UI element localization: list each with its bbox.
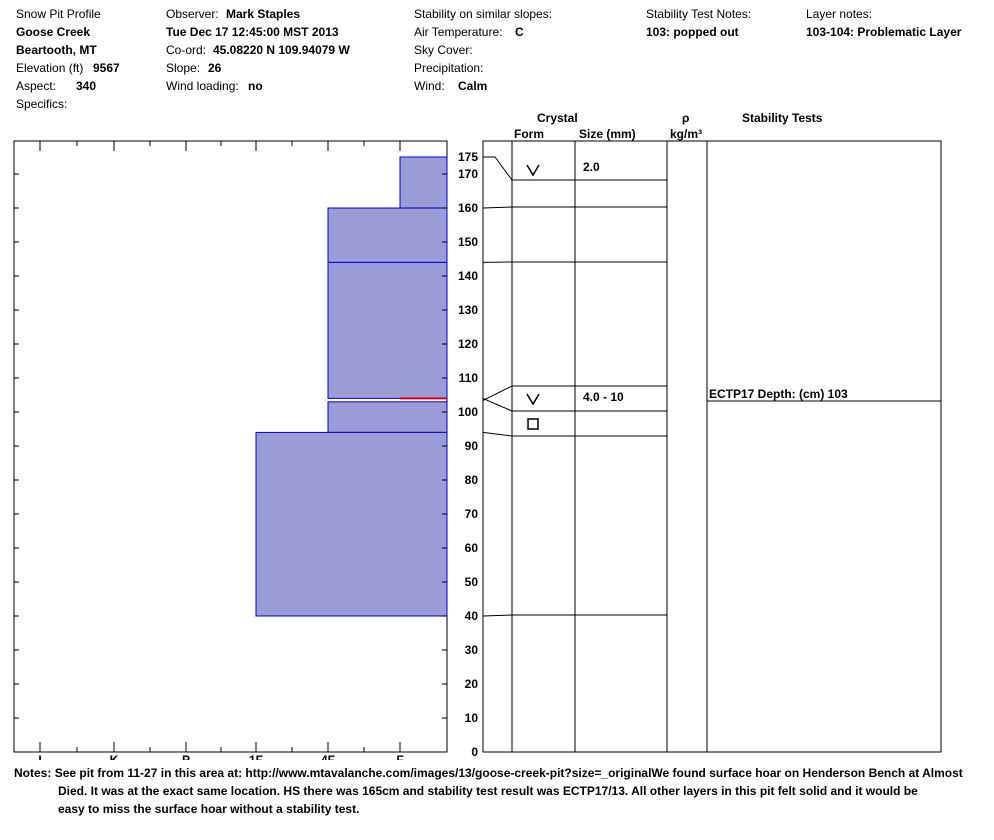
snow-pit-chart: I K P 1F 4F F 0 10 20 30 40 50 60 70 80 90 100 110 120 130…	[13, 140, 942, 760]
depth-label: 110	[459, 371, 479, 385]
depth-label: 70	[465, 507, 479, 521]
notes-label: Notes:	[14, 766, 52, 780]
hardness-label: K	[110, 753, 119, 760]
coord-value: 45.08220 N 109.94079 W	[213, 43, 350, 57]
crystal-table: 2.0 4.0 - 10 ECTP17 Depth: (cm) 103	[482, 140, 942, 753]
observer-label: Observer:	[166, 7, 219, 21]
wind-loading-value: no	[248, 79, 263, 93]
depth-label: 80	[465, 473, 479, 487]
hardness-label: P	[182, 753, 190, 760]
hardness-layer	[327, 401, 448, 433]
wind-loading-label: Wind loading:	[166, 79, 239, 93]
notes-line-2: Died. It was at the exact same location.…	[58, 784, 918, 798]
hardness-label: F	[396, 753, 403, 760]
crystal-size: 2.0	[583, 160, 600, 174]
elevation-value: 9567	[93, 61, 120, 75]
hardness-label: I	[38, 753, 41, 760]
slope-value: 26	[208, 61, 222, 75]
depth-label: 130	[458, 303, 478, 317]
hardness-layer	[327, 261, 448, 399]
surface-hoar-icon	[526, 164, 540, 177]
depth-connector	[482, 614, 513, 617]
depth-label: 120	[458, 337, 478, 351]
specifics-label: Specifics:	[16, 97, 68, 111]
depth-connector	[482, 206, 513, 209]
slope-label: Slope:	[166, 61, 201, 75]
hardness-label: 4F	[321, 753, 335, 760]
depth-label: 175	[458, 150, 478, 164]
depth-axis: 0 10 20 30 40 50 60 70 80 90 100 110 120 130 140 150 160…	[458, 150, 478, 759]
hardness-layer	[255, 431, 448, 617]
depth-connector	[482, 431, 513, 437]
stability-similar-label: Stability on similar slopes:	[414, 7, 553, 21]
depth-label: 150	[458, 235, 478, 249]
hardness-profile: I K P 1F 4F F	[13, 140, 448, 760]
depth-label: 20	[465, 677, 479, 691]
wind-value: Calm	[458, 79, 488, 93]
notes: Notes: See pit from 11-27 in this area a…	[14, 764, 974, 818]
depth-connector	[482, 385, 513, 401]
air-temp-value: C	[515, 25, 524, 39]
elevation-label: Elevation (ft)	[16, 61, 84, 75]
observer-value: Mark Staples	[226, 7, 301, 21]
hardness-layer	[399, 156, 448, 209]
depth-label: 90	[465, 439, 479, 453]
depth-label: 40	[465, 609, 479, 623]
depth-connector	[482, 397, 513, 412]
faceted-icon	[527, 418, 539, 430]
stability-test-label: ECTP17 Depth: (cm) 103	[709, 387, 848, 401]
form-header: Form	[514, 127, 544, 141]
layer-notes-value: 103-104: Problematic Layer	[806, 25, 962, 39]
depth-label: 100	[458, 405, 478, 419]
density-unit: kg/m³	[670, 127, 703, 141]
depth-label: 160	[458, 201, 478, 215]
stability-tests-header: Stability Tests	[742, 111, 823, 125]
crystal-frame	[482, 140, 942, 753]
size-header: Size (mm)	[579, 127, 636, 141]
density-symbol: ρ	[682, 111, 690, 125]
depth-label: 170	[458, 167, 478, 181]
aspect-value: 340	[76, 79, 97, 93]
depth-label: 10	[465, 711, 479, 725]
hardness-layer	[327, 207, 448, 263]
location-name: Goose Creek	[16, 25, 91, 39]
depth-label: 140	[458, 269, 478, 283]
stability-test-notes-label: Stability Test Notes:	[646, 7, 752, 21]
crystal-header: Crystal	[537, 111, 578, 125]
notes-line-1: See pit from 11-27 in this area at: http…	[54, 766, 963, 780]
profile-title: Snow Pit Profile	[16, 7, 101, 21]
coord-label: Co-ord:	[166, 43, 207, 57]
wind-label: Wind:	[414, 79, 445, 93]
notes-line-3: easy to miss the surface hoar without a …	[58, 802, 360, 816]
range-name: Beartooth, MT	[16, 43, 97, 57]
observation-datetime: Tue Dec 17 12:45:00 MST 2013	[166, 25, 339, 39]
layer-notes-label: Layer notes:	[806, 7, 873, 21]
depth-connector	[483, 156, 513, 181]
air-temp-label: Air Temperature:	[414, 25, 503, 39]
aspect-label: Aspect:	[16, 79, 57, 93]
crystal-size: 4.0 - 10	[583, 390, 624, 404]
depth-label: 0	[471, 745, 478, 759]
depth-label: 30	[465, 643, 479, 657]
precipitation-label: Precipitation:	[414, 61, 484, 75]
depth-label: 50	[465, 575, 479, 589]
hardness-label: 1F	[249, 753, 263, 760]
stability-test-notes-value: 103: popped out	[646, 25, 739, 39]
surface-hoar-icon	[526, 393, 540, 406]
sky-cover-label: Sky Cover:	[414, 43, 473, 57]
depth-label: 60	[465, 541, 479, 555]
